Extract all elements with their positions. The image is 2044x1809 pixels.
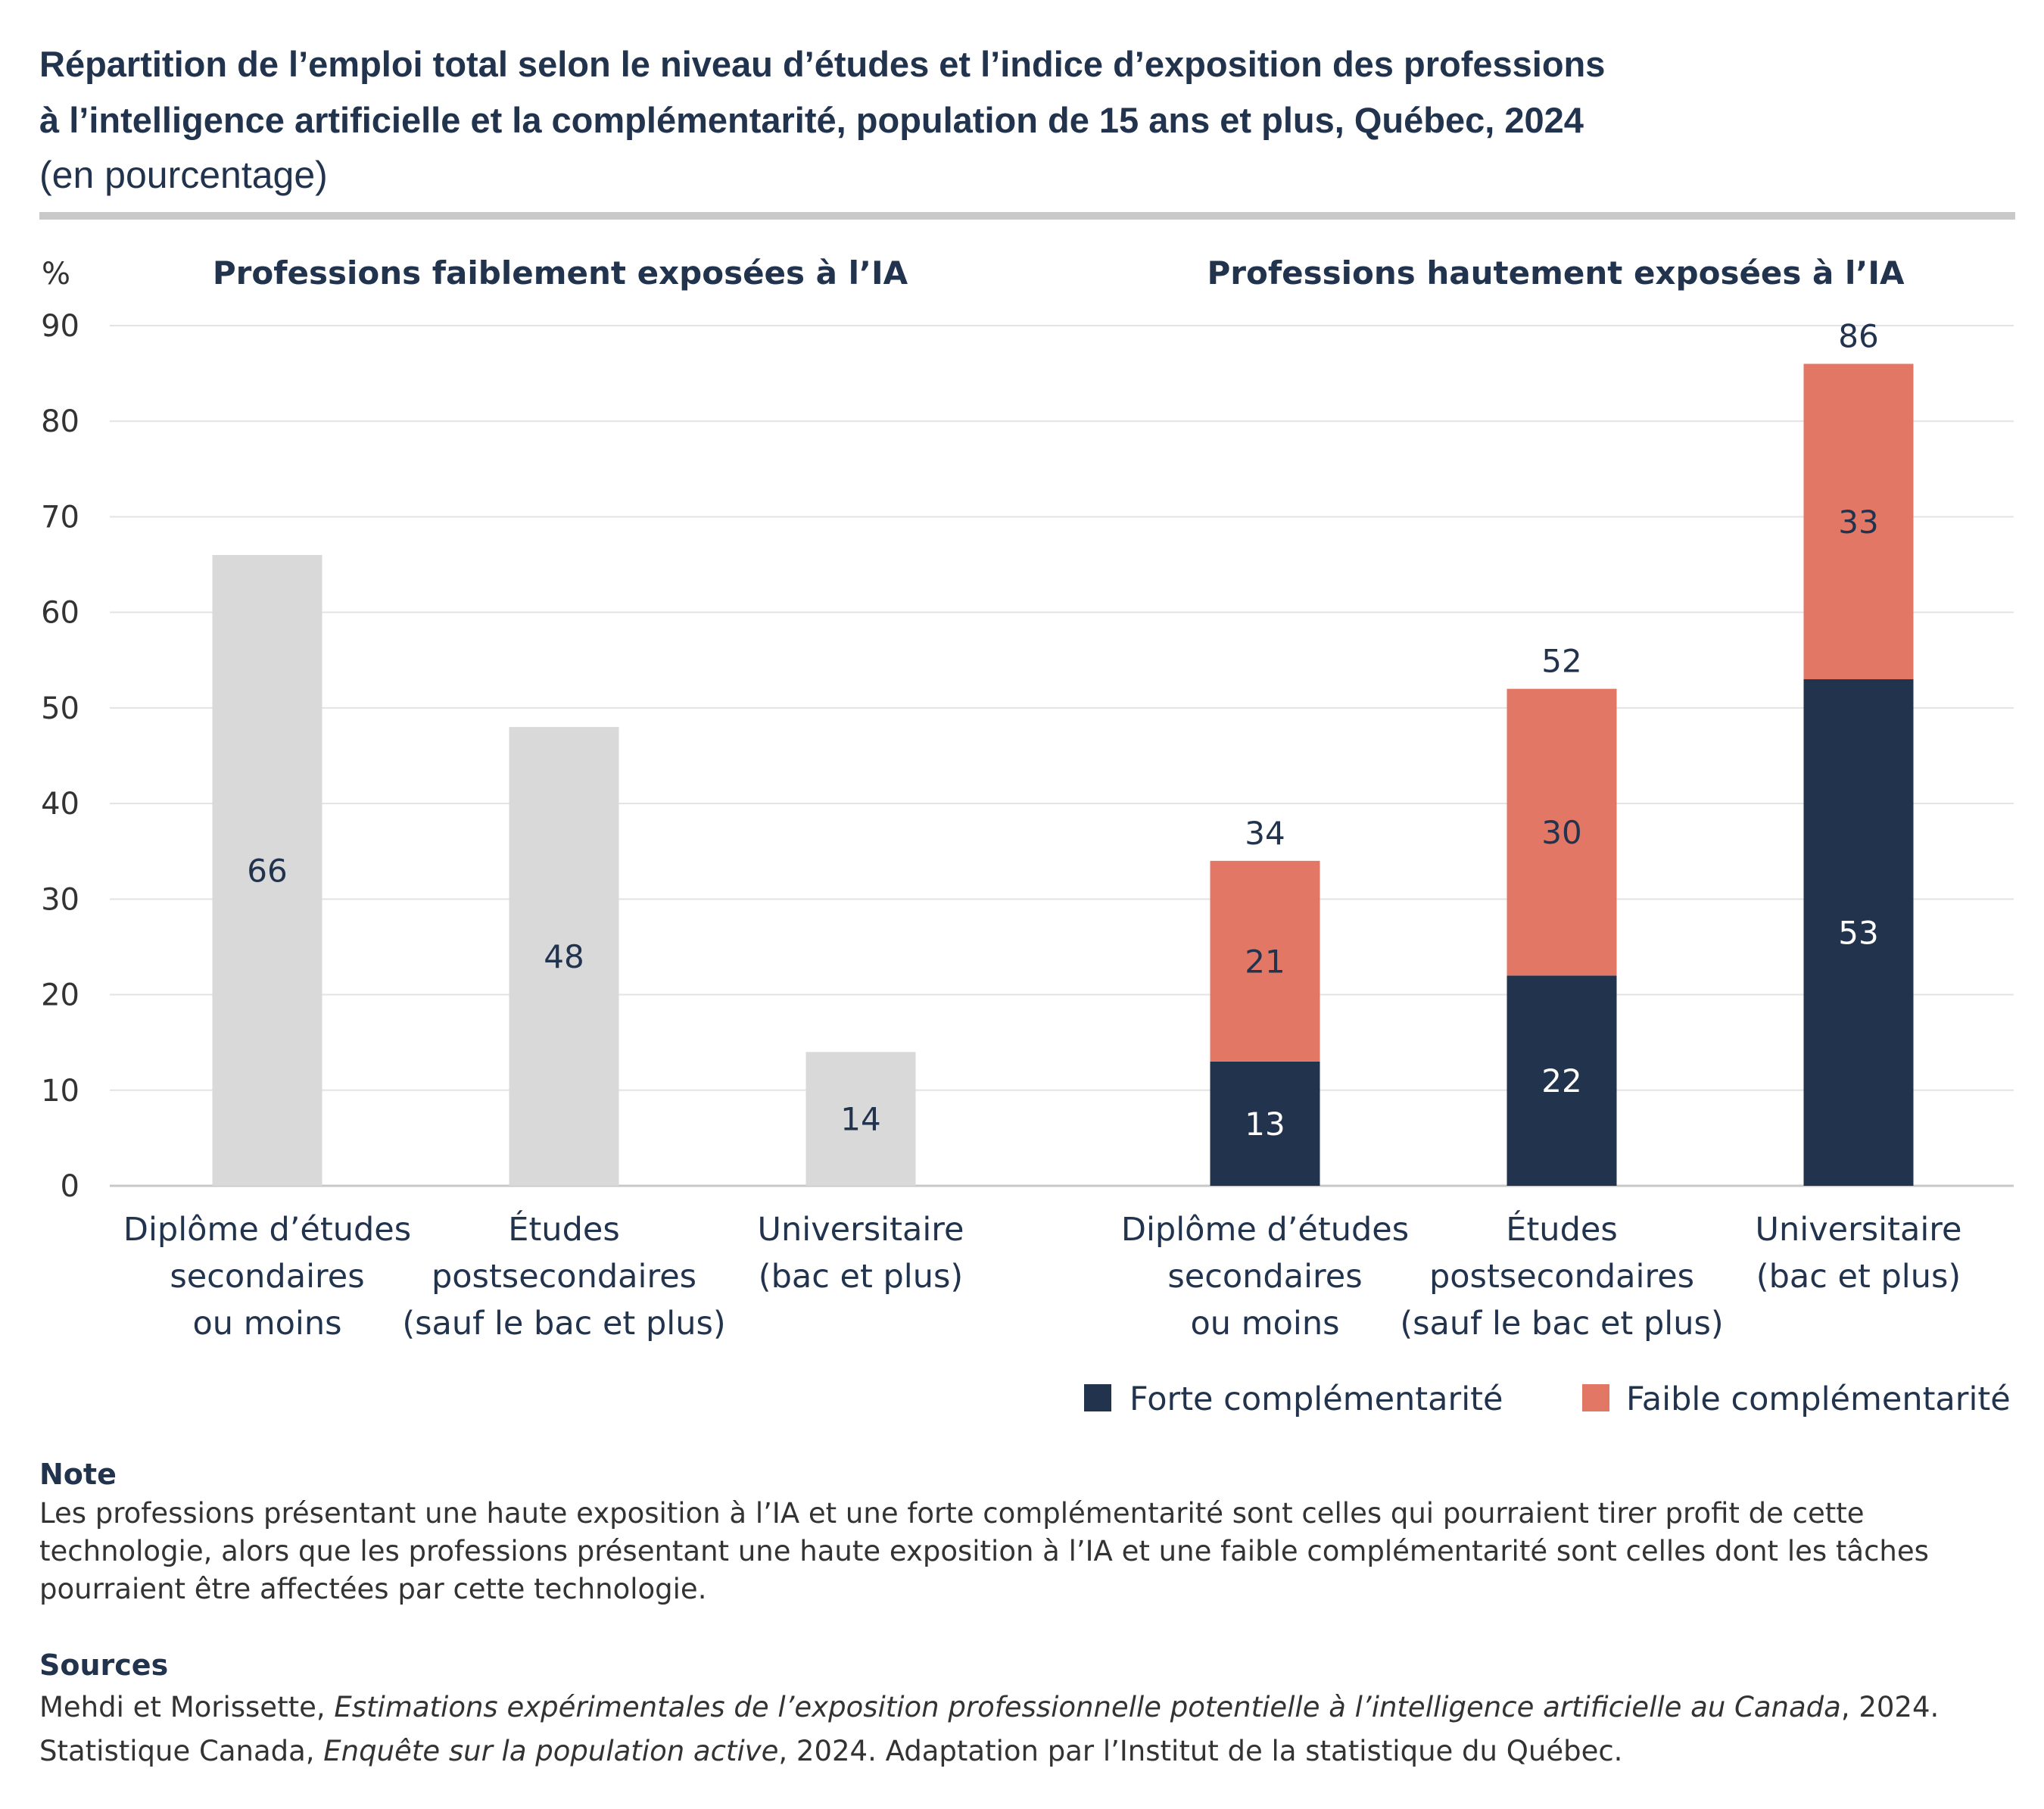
x-label-g1-c2-line-1: Études xyxy=(508,1210,619,1249)
source-2-title: Enquête sur la population active xyxy=(323,1735,779,1767)
y-tick-label: 70 xyxy=(41,500,79,535)
bar-chart: 0 10 20 30 40 50 60 70 80 90% Professions faibleme… xyxy=(41,254,2014,1418)
bar-value-label: 14 xyxy=(840,1101,880,1138)
x-label-g1-c2-line-3: (sauf le bac et plus) xyxy=(402,1305,725,1343)
source-line-2: Statistique Canada, Enquête sur la popul… xyxy=(39,1729,2015,1773)
legend-swatch-forte xyxy=(1084,1384,1111,1411)
segment-label-faible: 30 xyxy=(1541,814,1581,851)
bar-low-exposure-2 xyxy=(509,727,619,1186)
y-tick-label: 60 xyxy=(41,596,79,631)
x-label-g2-c1-line-1: Diplôme d’études xyxy=(1121,1211,1409,1249)
group-title-2: Professions hautement exposées à l’IA xyxy=(1207,254,1905,292)
y-axis-unit: % xyxy=(42,257,70,292)
bar-value-label: 48 xyxy=(544,938,584,975)
sources-heading: Sources xyxy=(39,1648,169,1682)
segment-label-faible: 33 xyxy=(1838,504,1878,541)
total-label: 34 xyxy=(1245,815,1285,852)
y-tick-label: 30 xyxy=(41,882,79,917)
x-label-g1-c3-line-2: (bac et plus) xyxy=(759,1258,963,1296)
source-2-author: Statistique Canada, xyxy=(39,1735,324,1767)
x-label-g2-c2-line-2: postsecondaires xyxy=(1429,1258,1694,1296)
y-tick-label: 0 xyxy=(61,1169,79,1204)
bar-faible-3 xyxy=(1803,363,1914,680)
x-label-g2-c1-line-3: ou moins xyxy=(1190,1305,1339,1343)
source-1-year: , 2024. xyxy=(1840,1691,1940,1723)
chart-title-block: Répartition de l’emploi total selon le n… xyxy=(39,36,2023,201)
x-label-g1-c3-line-1: Universitaire xyxy=(758,1211,964,1249)
legend-label-faible: Faible complémentarité xyxy=(1626,1380,2011,1418)
x-label-g1-c1-line-2: secondaires xyxy=(170,1258,364,1296)
y-tick-label: 90 xyxy=(41,309,79,344)
x-label-g1-c1-line-3: ou moins xyxy=(192,1305,341,1343)
note-text: Les professions présentant une haute exp… xyxy=(39,1495,2015,1608)
source-2-year: , 2024. Adaptation par l’Institut de la … xyxy=(778,1735,1623,1767)
y-tick-label: 80 xyxy=(41,404,79,439)
total-label: 86 xyxy=(1838,317,1878,354)
group-title-1: Professions faiblement exposées à l’IA xyxy=(213,254,908,292)
title-divider xyxy=(39,212,2015,220)
x-label-g2-c2-line-1: Études xyxy=(1506,1210,1617,1249)
legend-label-forte: Forte complémentarité xyxy=(1129,1380,1503,1418)
x-label-g2-c3-line-2: (bac et plus) xyxy=(1756,1258,1961,1296)
source-1-author: Mehdi et Morissette, xyxy=(39,1691,335,1723)
note-line-3: pourraient être affectées par cette tech… xyxy=(39,1573,707,1605)
bar-faible-2 xyxy=(1507,688,1617,976)
segment-label-faible: 21 xyxy=(1245,943,1285,980)
x-label-g2-c2-line-3: (sauf le bac et plus) xyxy=(1400,1305,1723,1343)
legend-swatch-faible xyxy=(1582,1384,1609,1411)
x-label-g2-c1-line-2: secondaires xyxy=(1167,1258,1362,1296)
notes-block: Note Les professions présentant une haut… xyxy=(39,1454,2015,1773)
note-heading: Note xyxy=(39,1458,117,1491)
segment-label-forte: 22 xyxy=(1541,1062,1581,1099)
y-tick-label: 40 xyxy=(41,787,79,822)
y-tick-label: 10 xyxy=(41,1074,79,1109)
x-label-g1-c1-line-1: Diplôme d’études xyxy=(123,1211,411,1249)
segment-label-forte: 53 xyxy=(1838,915,1878,952)
bar-faible-1 xyxy=(1210,860,1320,1062)
bar-low-exposure-1 xyxy=(212,554,322,1186)
source-1-title: Estimations expérimentales de l’expositi… xyxy=(334,1691,1841,1723)
chart-subtitle: (en pourcentage) xyxy=(39,154,328,196)
bar-forte-3 xyxy=(1803,679,1914,1186)
y-tick-label: 50 xyxy=(41,691,79,726)
segment-label-forte: 13 xyxy=(1245,1106,1285,1143)
y-tick-label: 20 xyxy=(41,978,79,1013)
bar-forte-2 xyxy=(1507,975,1617,1186)
source-line-1: Mehdi et Morissette, Estimations expérim… xyxy=(39,1686,2015,1729)
chart-title-line-1: Répartition de l’emploi total selon le n… xyxy=(39,44,1606,84)
chart-title-line-2: à l’intelligence artificielle et la comp… xyxy=(39,100,1584,140)
x-label-g1-c2-line-2: postsecondaires xyxy=(432,1258,696,1296)
x-label-g2-c3-line-1: Universitaire xyxy=(1756,1211,1962,1249)
note-line-2: technologie, alors que les professions p… xyxy=(39,1535,1929,1567)
total-label: 52 xyxy=(1541,643,1581,680)
note-line-1: Les professions présentant une haute exp… xyxy=(39,1497,1865,1530)
bar-low-exposure-3 xyxy=(805,1052,916,1186)
bar-forte-1 xyxy=(1210,1061,1320,1186)
bar-value-label: 66 xyxy=(247,852,287,889)
